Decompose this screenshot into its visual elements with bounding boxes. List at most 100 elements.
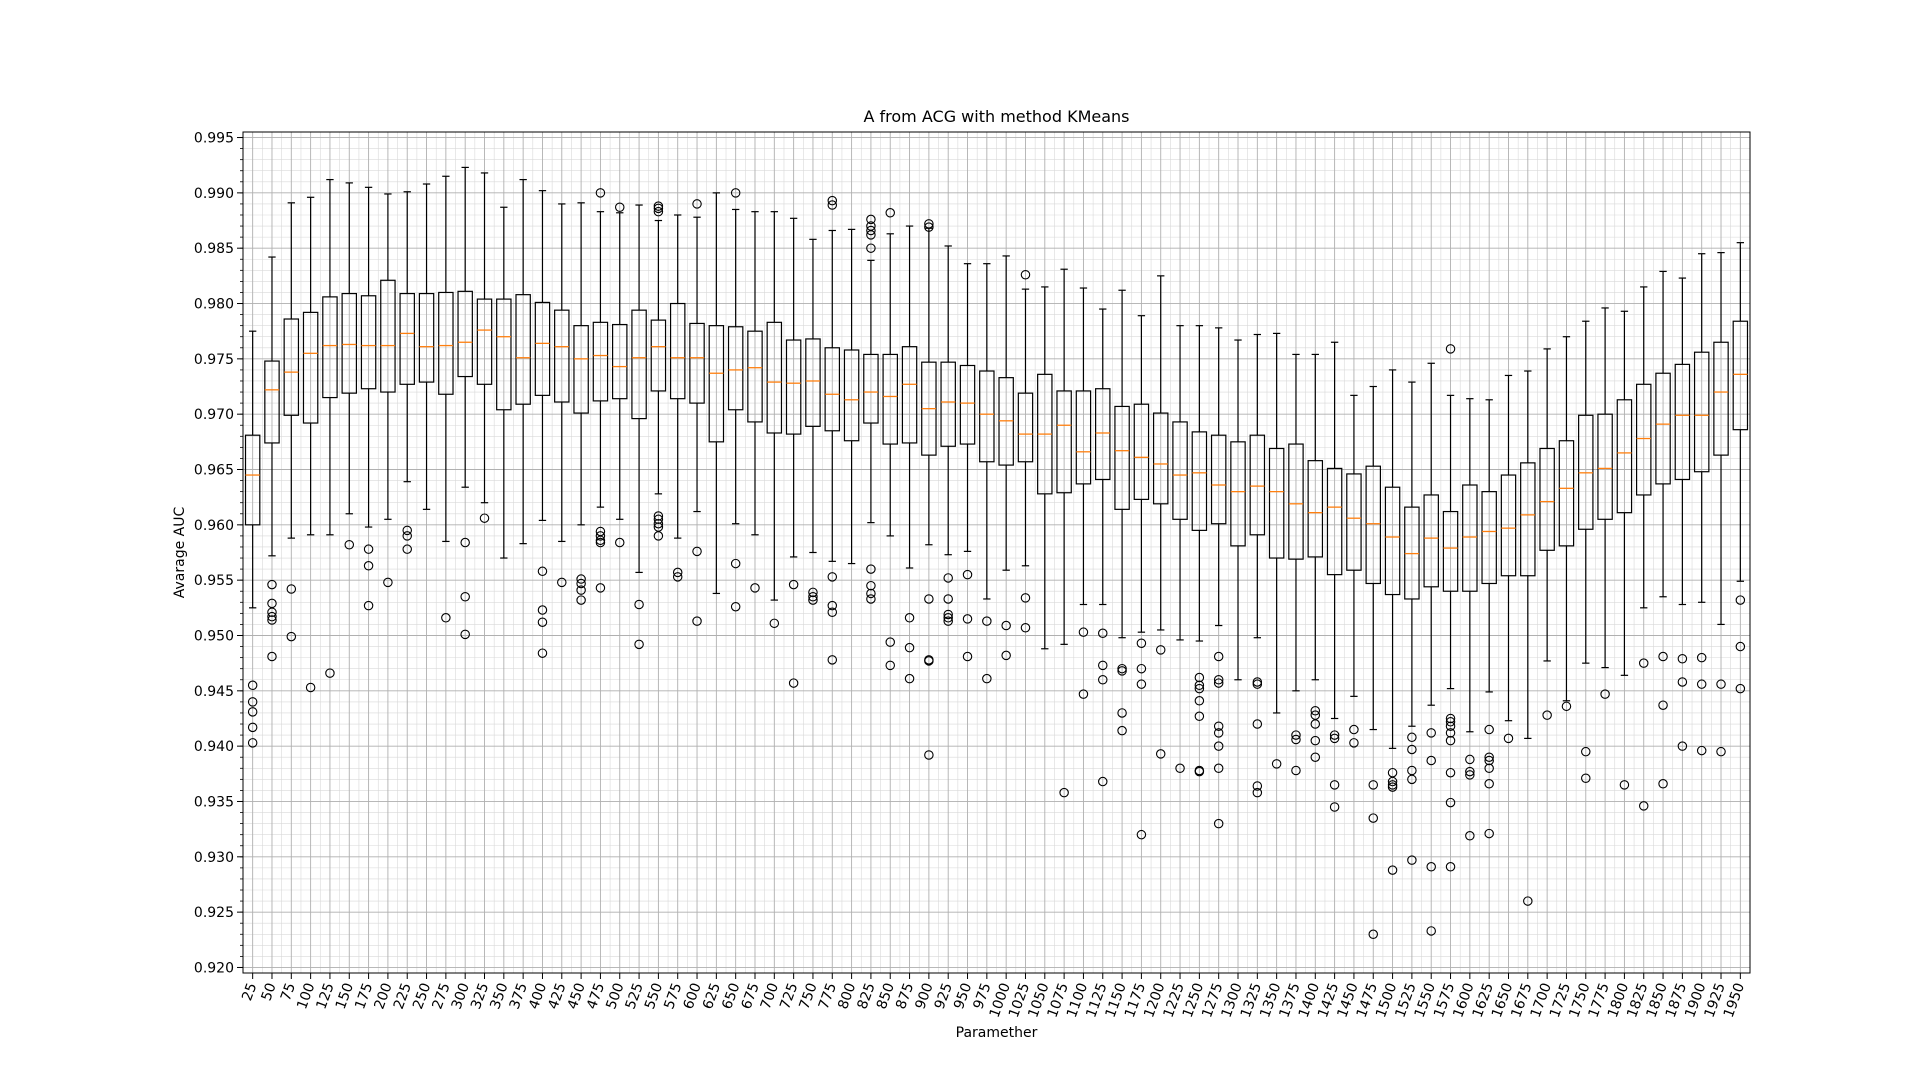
iqr-box xyxy=(1365,465,1381,585)
outlier-point xyxy=(441,613,451,623)
outlier-point xyxy=(943,613,953,623)
iqr-box xyxy=(515,294,531,405)
outlier-point xyxy=(1213,721,1224,731)
iqr-box xyxy=(824,347,841,432)
outlier-point xyxy=(1136,638,1147,648)
box-1375 xyxy=(1288,353,1304,776)
outlier-point xyxy=(962,651,973,662)
outlier-point xyxy=(866,580,876,591)
outlier-point xyxy=(1194,672,1205,683)
outlier-point xyxy=(1407,855,1417,865)
box-1625 xyxy=(1481,399,1497,839)
iqr-box xyxy=(1056,390,1072,494)
box-1750 xyxy=(1578,320,1594,783)
outlier-point xyxy=(1194,711,1205,722)
outlier-point xyxy=(402,531,412,541)
outlier-point xyxy=(692,616,702,626)
box-375 xyxy=(515,178,531,545)
box-1500 xyxy=(1384,369,1401,875)
box-1275 xyxy=(1210,327,1227,829)
outlier-point xyxy=(1213,675,1224,685)
box-675 xyxy=(747,211,763,593)
outlier-point xyxy=(402,544,412,554)
outlier-point xyxy=(1001,650,1011,661)
iqr-box xyxy=(418,292,435,383)
outlier-point xyxy=(247,697,258,707)
outlier-point xyxy=(1426,755,1436,766)
box-1700 xyxy=(1539,348,1555,720)
outlier-point xyxy=(1503,733,1514,744)
outlier-point xyxy=(827,655,838,665)
outlier-point xyxy=(866,564,876,574)
box-50 xyxy=(264,256,280,662)
y-tick-label: 0.995 xyxy=(194,131,234,147)
outlier-point xyxy=(595,537,606,548)
box-825 xyxy=(863,214,879,604)
outlier-point xyxy=(1155,645,1166,655)
outlier-point xyxy=(1329,780,1340,790)
outlier-point xyxy=(1600,689,1610,699)
outlier-point xyxy=(653,531,664,541)
outlier-point xyxy=(1252,679,1263,689)
outlier-point xyxy=(1658,651,1668,662)
outlier-point xyxy=(1194,696,1205,706)
outlier-point xyxy=(363,600,374,611)
iqr-box xyxy=(322,296,338,399)
x-tick-label: 50 xyxy=(259,981,280,1003)
outlier-point xyxy=(1581,746,1591,757)
iqr-box xyxy=(476,298,493,385)
outlier-point xyxy=(383,577,393,588)
iqr-box xyxy=(669,302,686,400)
box-125 xyxy=(322,178,338,678)
outlier-point xyxy=(1484,779,1494,789)
outlier-point xyxy=(576,585,586,595)
outlier-point xyxy=(730,601,741,612)
outlier-point xyxy=(267,651,277,662)
outlier-point xyxy=(1310,705,1321,716)
outlier-point xyxy=(1001,620,1011,631)
outlier-point xyxy=(1581,773,1591,783)
outlier-point xyxy=(1349,724,1359,735)
chart-title: A from ACG with method KMeans xyxy=(864,107,1130,126)
iqr-box xyxy=(264,360,280,444)
outlier-point xyxy=(1368,813,1379,823)
outlier-point xyxy=(1677,741,1688,751)
outlier-point xyxy=(402,525,412,536)
iqr-box xyxy=(1500,474,1517,577)
iqr-box xyxy=(863,353,879,424)
iqr-box xyxy=(959,364,976,445)
outlier-point xyxy=(1638,658,1649,668)
outlier-point xyxy=(1484,724,1494,735)
x-tick-label: 75 xyxy=(278,981,299,1003)
iqr-box xyxy=(1133,403,1150,500)
outlier-point xyxy=(827,195,838,206)
outlier-point xyxy=(537,605,548,615)
y-tick-label: 0.950 xyxy=(194,628,234,644)
outlier-point xyxy=(267,579,277,590)
outlier-point xyxy=(1735,641,1746,652)
outlier-point xyxy=(885,208,895,218)
box-900 xyxy=(921,219,937,760)
iqr-box xyxy=(1713,341,1729,456)
outlier-point xyxy=(1020,622,1031,633)
outlier-point xyxy=(1445,721,1456,731)
box-1200 xyxy=(1152,275,1169,759)
box-1250 xyxy=(1191,325,1208,777)
outlier-point xyxy=(460,592,470,602)
outlier-point xyxy=(885,660,895,671)
box-1150 xyxy=(1114,289,1130,736)
iqr-box xyxy=(1346,473,1362,571)
outlier-point xyxy=(1368,780,1379,790)
outlier-point xyxy=(692,199,702,209)
outlier-point xyxy=(827,572,838,582)
box-1325 xyxy=(1249,333,1266,798)
box-100 xyxy=(302,196,319,693)
outlier-point xyxy=(1020,269,1031,280)
outlier-point xyxy=(1484,752,1494,762)
box-1900 xyxy=(1693,253,1710,756)
box-1725 xyxy=(1558,336,1575,712)
box-950 xyxy=(959,263,976,662)
outlier-point xyxy=(1194,766,1205,777)
outlier-point xyxy=(1465,831,1475,841)
